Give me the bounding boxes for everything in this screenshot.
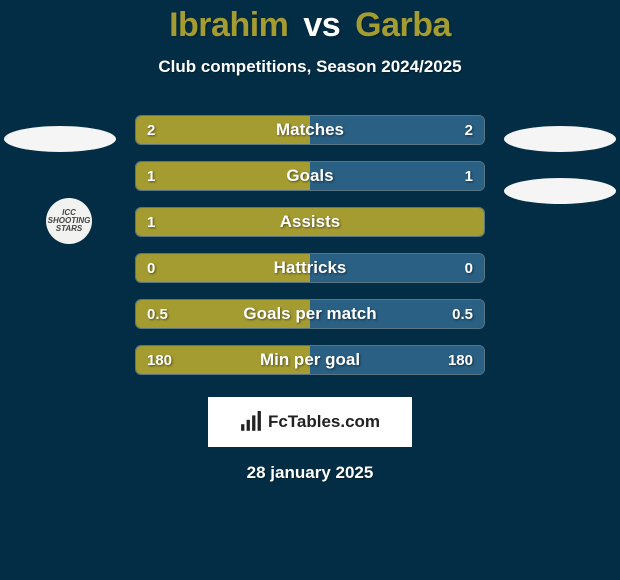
stat-bar-left [136,254,310,282]
brand-text: FcTables.com [268,412,380,432]
stat-row: Matches22 [135,115,485,145]
player1-name: Ibrahim [169,6,288,44]
comparison-infographic: Ibrahim vs Garba Club competitions, Seas… [0,0,620,580]
stat-bar-track [135,299,485,329]
club-badge-text: ICC SHOOTING STARS [48,209,91,233]
title: Ibrahim vs Garba [169,6,451,45]
stat-bars: Matches22 Goals11 Assists1 Hattricks00 Goals… [135,115,485,375]
stat-row: Goals11 [135,161,485,191]
stat-bar-right [310,346,484,374]
stat-bar-track [135,207,485,237]
stat-bar-left [136,208,484,236]
stat-bar-track [135,345,485,375]
stat-bar-track [135,115,485,145]
stat-bar-right [310,116,484,144]
player2-name: Garba [355,6,451,44]
stat-bar-left [136,116,310,144]
stat-bar-right [310,254,484,282]
brand-box: FcTables.com [208,397,412,447]
stat-bar-left [136,300,310,328]
player2-avatar-placeholder [504,126,616,152]
stat-bar-left [136,346,310,374]
brand-bars-icon [240,411,262,433]
stat-bar-track [135,253,485,283]
stat-bar-left [136,162,310,190]
stat-row: Assists1 [135,207,485,237]
player1-club-badge: ICC SHOOTING STARS [46,198,92,244]
title-vs: vs [303,6,340,44]
stat-bar-track [135,161,485,191]
subtitle: Club competitions, Season 2024/2025 [158,57,461,77]
player2-club-placeholder [504,178,616,204]
stat-row: Hattricks00 [135,253,485,283]
stat-bar-right [310,300,484,328]
stat-row: Min per goal180180 [135,345,485,375]
stat-bar-right [310,162,484,190]
date-text: 28 january 2025 [247,463,374,483]
player1-avatar-placeholder [4,126,116,152]
stat-row: Goals per match0.50.5 [135,299,485,329]
